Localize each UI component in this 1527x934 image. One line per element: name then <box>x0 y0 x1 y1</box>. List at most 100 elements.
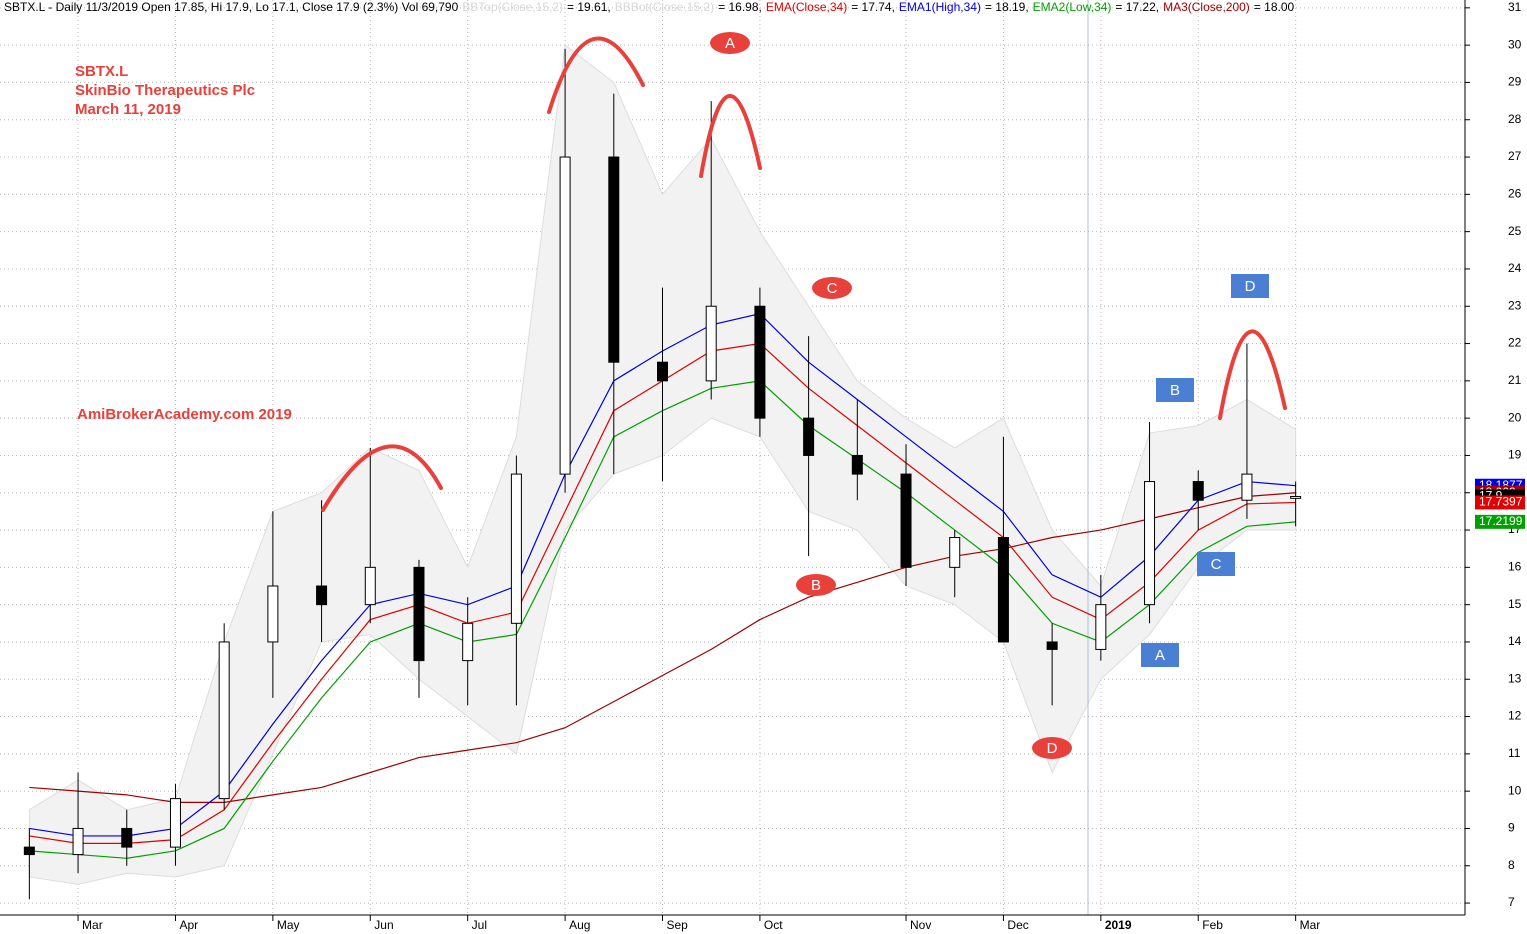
annotation-box <box>1141 643 1179 667</box>
candle-body <box>121 827 133 848</box>
header-segment: = 16.98, <box>718 0 762 14</box>
annotation-label: B <box>811 577 821 594</box>
y-tick-label: 26 <box>1508 187 1522 201</box>
value-tag <box>1475 514 1525 529</box>
y-tick-label: 30 <box>1508 37 1522 51</box>
candle-body <box>1144 481 1156 606</box>
annotation-label: A <box>1155 647 1165 664</box>
value-tag-label: 17.2199 <box>1479 514 1523 528</box>
candle-body <box>169 798 181 848</box>
candle-body <box>462 622 474 662</box>
candle-body <box>510 473 522 624</box>
candle-body <box>851 454 863 475</box>
candle-body <box>267 585 279 643</box>
header-segment: = 18.00 <box>1254 0 1295 14</box>
header-segment: BBTop(Close,15,2) <box>462 0 563 14</box>
title: SkinBio Therapeutics Plc <box>75 82 255 99</box>
value-tag-label: 17.7397 <box>1479 495 1523 509</box>
arc <box>699 94 762 178</box>
candle-body <box>559 156 571 475</box>
candle-body <box>316 585 328 606</box>
candle-body <box>1241 473 1253 501</box>
annotation-box <box>1231 274 1269 298</box>
annotation-label: B <box>1170 382 1180 399</box>
candle-body <box>1046 641 1058 650</box>
x-tick-label: Mar <box>1300 918 1321 932</box>
y-tick-label: 13 <box>1508 671 1522 685</box>
header-segment: SBTX.L - Daily 11/3/2019 Open 17.85, Hi … <box>4 0 459 14</box>
x-tick-label: Apr <box>179 918 198 932</box>
annotation-label: D <box>1245 278 1256 295</box>
header-segment: = 17.74, <box>851 0 895 14</box>
y-tick-label: 11 <box>1508 746 1521 760</box>
x-tick-label: Sep <box>667 918 689 932</box>
candle-body <box>72 827 84 856</box>
header-segment: = 18.19, <box>985 0 1029 14</box>
candle-body <box>705 305 717 382</box>
header-segment: EMA2(Low,34) <box>1033 0 1112 14</box>
annotation-oval <box>1032 737 1072 759</box>
annotation-label: D <box>1047 740 1058 757</box>
y-tick-label: 24 <box>1508 261 1522 275</box>
candle-body <box>23 846 35 856</box>
candle-body <box>657 361 668 382</box>
y-tick-label: 29 <box>1508 75 1522 89</box>
y-tick-label: 7 <box>1508 895 1515 909</box>
candle-body <box>754 305 766 419</box>
indicator-line <box>29 492 1296 803</box>
x-tick-label: Mar <box>82 918 103 932</box>
x-tick-label: Jun <box>374 918 393 932</box>
candle-body <box>218 641 230 800</box>
x-tick-label: Aug <box>569 918 590 932</box>
y-tick-label: 23 <box>1508 298 1522 312</box>
y-tick-label: 10 <box>1508 783 1522 797</box>
header-segment: MA3(Close,200) <box>1163 0 1250 14</box>
y-tick-label: 27 <box>1508 149 1522 163</box>
candle-body <box>803 417 815 456</box>
candle-body <box>1095 604 1107 650</box>
x-tick-label: Jul <box>472 918 487 932</box>
header-segment: = 17.22, <box>1115 0 1159 14</box>
candle-body <box>900 473 912 568</box>
y-tick-label: 14 <box>1508 634 1522 648</box>
header-segment: EMA(Close,34) <box>766 0 847 14</box>
y-tick-label: 22 <box>1508 336 1522 350</box>
x-tick-label: May <box>277 918 300 932</box>
y-tick-label: 8 <box>1508 858 1515 872</box>
title: SBTX.L <box>75 63 128 80</box>
arc <box>321 444 443 512</box>
annotation-box <box>1156 378 1194 402</box>
header-segment: = 19.61, <box>567 0 611 14</box>
header-segment: BBBot(Close,15,2) <box>615 0 714 14</box>
y-tick-label: 19 <box>1508 448 1522 462</box>
candle-body <box>1192 481 1204 501</box>
watermark: AmiBrokerAcademy.com 2019 <box>77 406 292 423</box>
candle-body <box>413 566 425 662</box>
header-segment: EMA1(High,34) <box>899 0 981 14</box>
arc <box>547 36 645 114</box>
value-tag <box>1475 495 1525 510</box>
y-tick-label: 21 <box>1508 373 1522 387</box>
candle-body <box>1290 495 1302 499</box>
y-tick-label: 12 <box>1508 709 1522 723</box>
x-tick-label: 2019 <box>1105 918 1132 932</box>
annotation-box <box>1197 552 1235 576</box>
y-tick-label: 16 <box>1508 560 1522 574</box>
candle-body <box>997 537 1009 643</box>
annotation-label: A <box>725 35 735 52</box>
y-tick-label: 15 <box>1508 597 1522 611</box>
header: SBTX.L - Daily 11/3/2019 Open 17.85, Hi … <box>4 0 1294 14</box>
arc <box>1218 329 1287 420</box>
candle-body <box>608 156 620 363</box>
arcs <box>321 36 1287 512</box>
annotation-oval <box>796 574 836 596</box>
candle-body <box>949 537 961 568</box>
annotation-oval <box>812 277 852 299</box>
annotation-label: C <box>827 280 838 297</box>
y-tick-label: 28 <box>1508 112 1522 126</box>
title-block: SBTX.L SkinBio Therapeutics Plc March 11… <box>75 63 292 423</box>
x-tick-label: Dec <box>1007 918 1028 932</box>
candle-body <box>364 566 376 606</box>
title: March 11, 2019 <box>75 101 181 118</box>
